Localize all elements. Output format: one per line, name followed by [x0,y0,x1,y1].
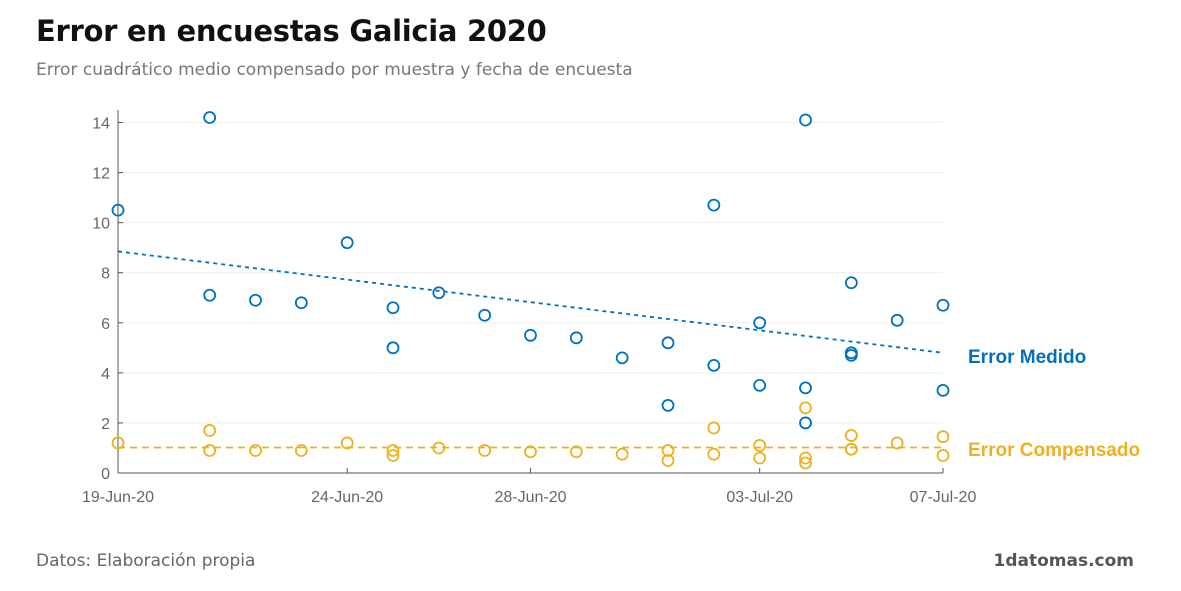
data-point [890,436,904,450]
data-point [844,429,858,442]
brand-label: 1datomas.com [993,551,1134,571]
data-point [844,348,858,362]
data-point [936,298,950,312]
data-point [753,439,767,452]
data-point [799,401,812,415]
data-point [615,447,629,461]
data-point [661,454,675,467]
data-point [203,424,217,437]
chart-subtitle: Error cuadrático medio compensado por mu… [36,60,633,80]
data-point [386,449,400,462]
data-point [799,381,812,395]
data-point [203,288,217,302]
data-point [432,286,446,300]
data-point [799,451,812,465]
y-tick-label: 8 [101,266,110,283]
x-tick-label: 07-Jul-20 [910,489,977,506]
data-point [753,451,767,465]
data-point [890,313,904,327]
data-point [432,441,446,455]
x-tick-label: 28-Jun-20 [494,489,566,506]
data-point [799,416,812,430]
data-point [661,399,675,412]
data-point [569,331,583,345]
y-tick-label: 12 [92,166,110,183]
data-point [249,293,262,307]
trend-line [117,250,944,354]
data-point [753,316,767,330]
data-point [294,296,308,310]
trend-layer [117,250,944,449]
chart-title: Error en encuestas Galicia 2020 [36,14,547,48]
data-point [340,236,354,250]
y-tick-label: 2 [101,416,110,433]
y-tick-label: 6 [101,316,110,333]
data-point [111,203,125,217]
x-tick-label: 24-Jun-20 [311,489,383,506]
axis-layer: 0 2 4 6 8 10 12 14 19-Jun-20 24-Jun-20 28-Jun-20 03… [82,110,976,506]
data-point [615,351,629,365]
grid-layer [118,122,943,424]
data-point [661,444,675,457]
data-point [111,436,125,450]
data-point [799,456,812,470]
data-point [340,436,354,450]
data-point [249,444,262,457]
data-point [524,328,537,342]
data-point [707,421,721,435]
data-point [707,198,721,212]
x-tick-label: 03-Jul-20 [726,489,793,506]
data-point [936,449,950,462]
data-point [524,445,537,459]
data-point [936,383,950,397]
data-point [753,378,767,392]
series-label: Error Medido [968,347,1086,368]
data-point [203,444,217,457]
y-tick-label: 10 [92,216,110,233]
data-point [844,276,858,290]
y-tick-label: 0 [101,466,110,483]
data-point [478,308,492,322]
data-point [478,444,492,457]
data-point [799,113,812,127]
data-point [707,447,721,461]
y-tick-label: 14 [92,116,110,133]
data-point [294,444,308,457]
x-tick-label: 19-Jun-20 [82,489,154,506]
data-point [203,111,217,124]
data-point [936,430,950,444]
points-layer [111,111,950,470]
source-note: Datos: Elaboración propia [36,551,256,571]
label-layer: Error Medido Error Compensado [968,347,1140,461]
y-tick-label: 4 [101,366,110,383]
data-point [386,341,400,355]
data-point [386,301,400,315]
data-point [569,445,583,459]
data-point [844,442,858,456]
series-label: Error Compensado [968,440,1140,461]
data-point [386,444,400,457]
data-point [661,336,675,350]
data-point [707,358,721,372]
